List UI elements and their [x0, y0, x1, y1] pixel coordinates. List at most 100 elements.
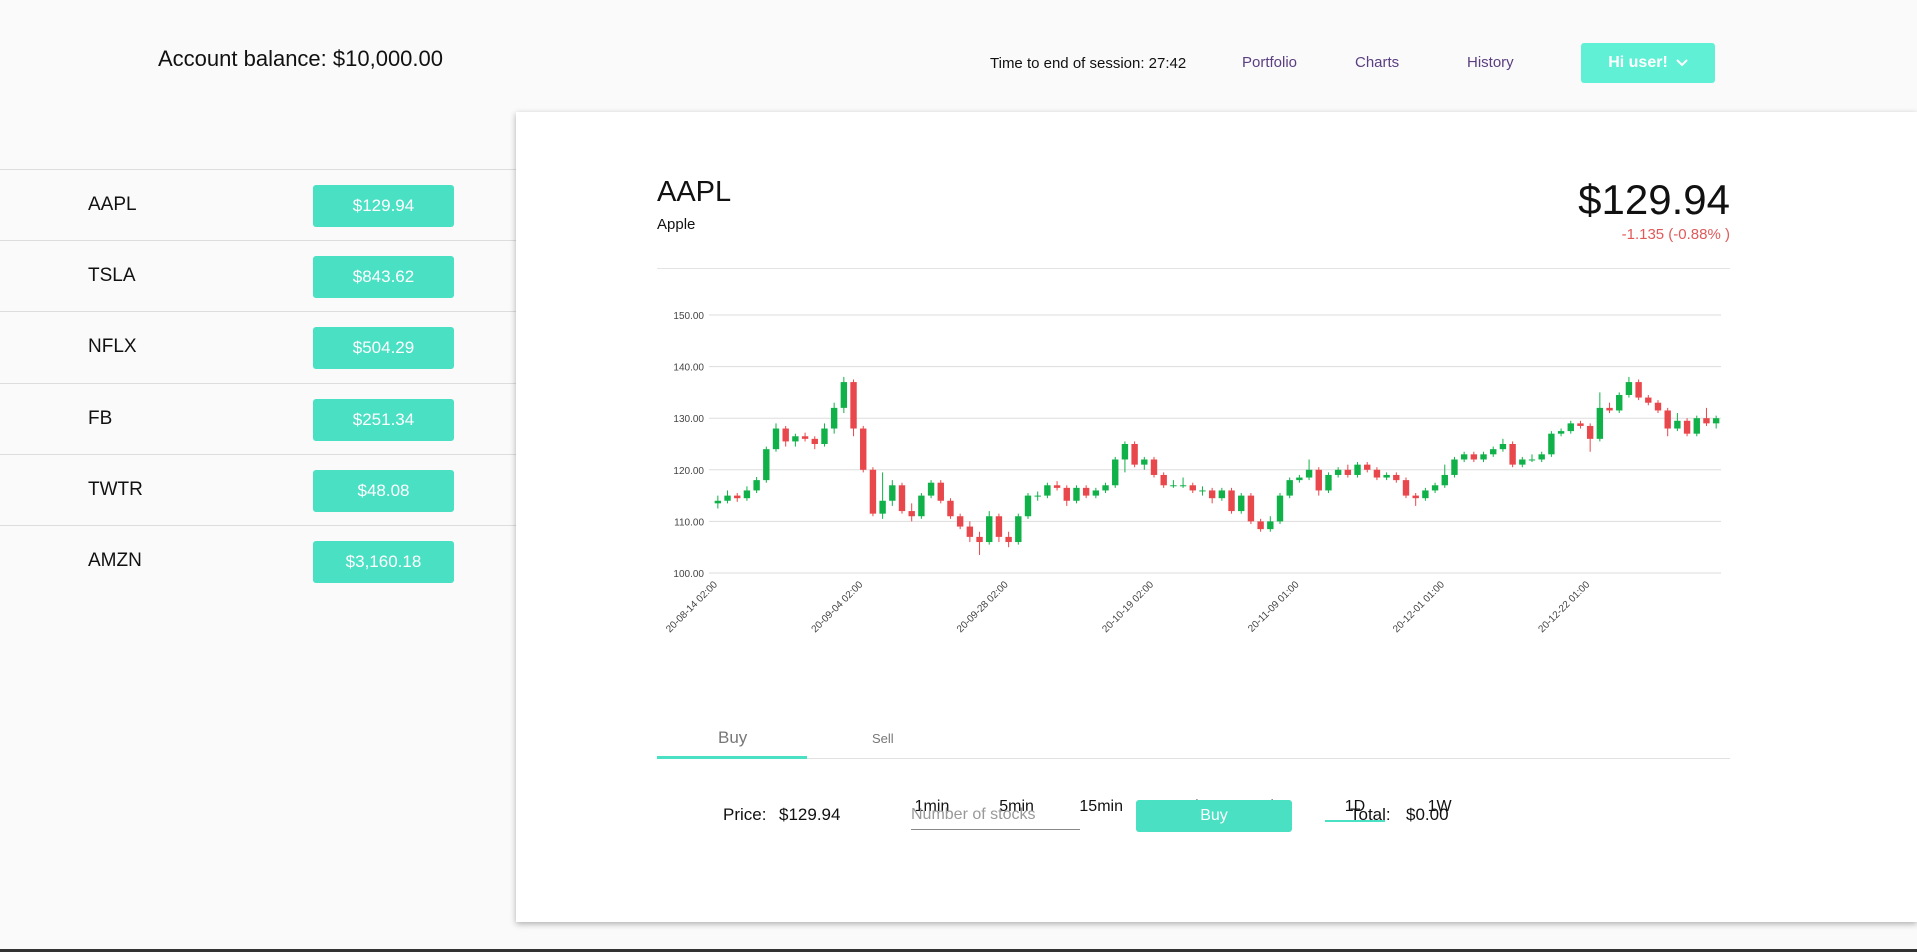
- order-price: $129.94: [779, 805, 841, 824]
- candle-body: [1674, 420, 1681, 429]
- candle-body: [1150, 459, 1158, 475]
- candle-body: [1470, 454, 1478, 460]
- user-menu[interactable]: Hi user!: [1581, 43, 1715, 83]
- stock-price-button[interactable]: $3,160.18: [313, 541, 454, 583]
- y-tick-label: 110.00: [674, 517, 704, 528]
- candle-body: [1315, 469, 1322, 491]
- tab[interactable]: Sell: [872, 731, 894, 746]
- stock-row[interactable]: TSLA $843.62: [0, 240, 516, 312]
- nav-link[interactable]: Portfolio: [1242, 54, 1298, 71]
- candle-body: [782, 428, 789, 442]
- candle-body: [1431, 485, 1439, 491]
- candle-body: [1577, 423, 1584, 426]
- candle-body: [1383, 474, 1390, 478]
- candle-body: [1712, 418, 1720, 424]
- candle-body: [1199, 490, 1206, 492]
- candle-body: [1102, 485, 1109, 491]
- candle-body: [1189, 485, 1196, 491]
- candle-body: [1664, 410, 1671, 429]
- x-tick-label: 20-12-01 01:00: [1391, 579, 1447, 635]
- interval-option[interactable]: 1D: [1325, 798, 1385, 822]
- stock-row[interactable]: AAPL $129.94: [0, 169, 516, 241]
- candle-body: [1519, 459, 1526, 465]
- candle-body: [1509, 444, 1516, 465]
- candle-body: [1034, 495, 1041, 497]
- y-tick-label: 120.00: [673, 466, 704, 477]
- active-tab-underline: [657, 756, 807, 759]
- candle-body: [1548, 433, 1555, 455]
- nav-link[interactable]: Charts: [1355, 54, 1400, 71]
- stock-ticker: FB: [88, 407, 113, 429]
- stock-row[interactable]: NFLX $504.29: [0, 311, 516, 383]
- divider: [657, 268, 1730, 269]
- candle-body: [1092, 490, 1100, 496]
- symbol: AAPL: [657, 176, 732, 208]
- candle-body: [850, 382, 857, 429]
- candle-body: [743, 490, 751, 499]
- chevron-icon: [1676, 59, 1688, 67]
- session-timer: Time to end of session: 27:42: [990, 55, 1187, 72]
- candle-body: [1015, 516, 1022, 543]
- stock-price-button[interactable]: $843.62: [313, 256, 454, 299]
- candle-body: [1567, 423, 1574, 432]
- stock-row[interactable]: AMZN $3,160.18: [0, 525, 516, 597]
- candle-body: [1393, 474, 1400, 481]
- stock-ticker: TWTR: [88, 478, 143, 500]
- stock-ticker: AMZN: [88, 550, 142, 571]
- candle-body: [772, 428, 780, 450]
- candle-body: [956, 516, 964, 527]
- candle-body: [1305, 469, 1313, 478]
- candle-body: [1364, 464, 1371, 470]
- candle-body: [995, 516, 1003, 537]
- candle-body: [1373, 469, 1381, 478]
- candle-body: [1451, 459, 1458, 475]
- candle-body: [1179, 485, 1187, 487]
- candle-body: [1238, 495, 1245, 512]
- nav-link[interactable]: History: [1467, 54, 1514, 71]
- account-balance: Account balance: $10,000.00: [158, 46, 444, 71]
- candle-body: [763, 449, 770, 481]
- y-tick-label: 150.00: [673, 311, 704, 322]
- y-tick-label: 140.00: [673, 363, 704, 374]
- candle-body: [1635, 382, 1642, 398]
- buy-button[interactable]: Buy: [1136, 800, 1292, 832]
- interval-option[interactable]: 15min: [1079, 798, 1123, 815]
- candle-body: [1131, 444, 1138, 465]
- stock-price-button[interactable]: $504.29: [313, 327, 454, 370]
- candle-body: [1121, 444, 1129, 460]
- current-price: $129.94: [1578, 176, 1730, 223]
- candle-body: [1499, 444, 1507, 450]
- candle-body: [1141, 459, 1148, 465]
- candle-body: [1267, 521, 1274, 530]
- detail-panel: AAPL Apple $129.94 -1.135 (-0.88% ) 100.…: [516, 112, 1917, 922]
- tab[interactable]: Buy: [718, 728, 748, 747]
- stock-price-button[interactable]: $129.94: [313, 185, 454, 227]
- candle-body: [1441, 474, 1448, 486]
- stock-ticker: NFLX: [88, 336, 137, 358]
- candle-body: [724, 495, 731, 501]
- candle-body: [1616, 394, 1623, 411]
- candle-body: [898, 485, 906, 512]
- candle-body: [1276, 495, 1284, 522]
- interval-option[interactable]: 1min: [914, 798, 950, 815]
- candle-body: [753, 480, 760, 491]
- stock-row[interactable]: FB $251.34: [0, 382, 516, 455]
- candle-body: [714, 500, 722, 504]
- interval-option[interactable]: 5min: [999, 798, 1034, 815]
- candle-body: [918, 495, 925, 517]
- candle-body: [937, 482, 944, 501]
- interval-option[interactable]: 1W: [1427, 798, 1452, 815]
- stock-row[interactable]: TWTR $48.08: [0, 453, 516, 526]
- candle-body: [1082, 487, 1090, 496]
- quantity-input[interactable]: Number of stocks: [911, 806, 1080, 830]
- candle-body: [1286, 480, 1293, 496]
- stock-price-button[interactable]: $48.08: [313, 469, 454, 512]
- x-tick-label: 20-12-22 01:00: [1537, 579, 1593, 635]
- candle-body: [1296, 477, 1303, 481]
- company-name: Apple: [657, 216, 696, 233]
- total-value: $0.00: [1406, 805, 1449, 824]
- candle-body: [1654, 402, 1662, 411]
- candle-body: [1693, 418, 1700, 434]
- candle-body: [1170, 485, 1177, 487]
- stock-price-button[interactable]: $251.34: [313, 398, 454, 441]
